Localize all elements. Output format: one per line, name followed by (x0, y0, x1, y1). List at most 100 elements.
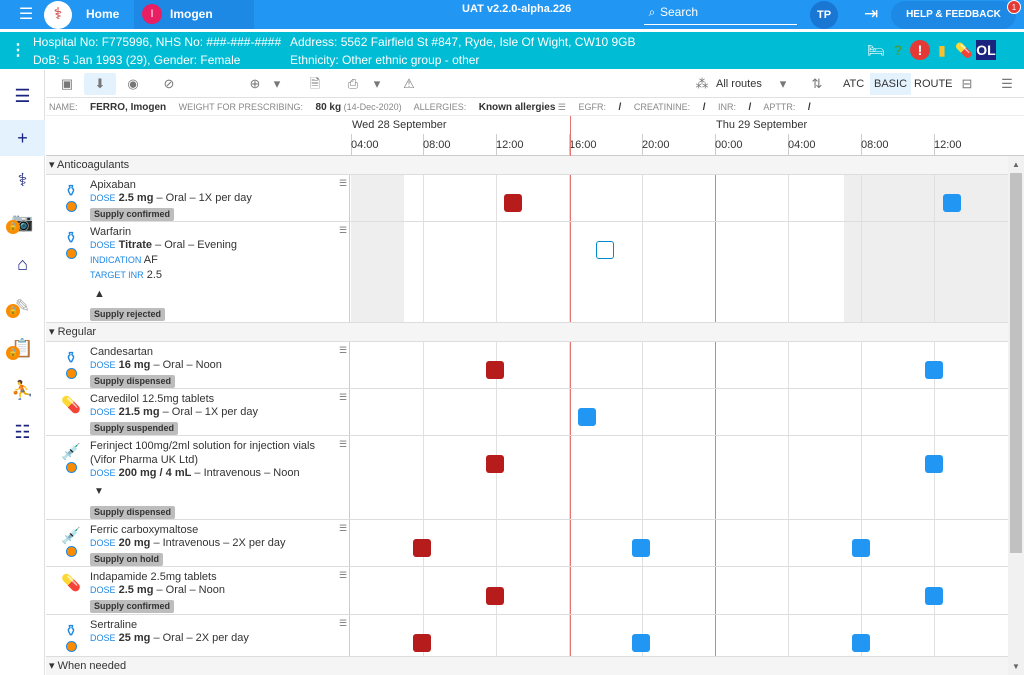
row-menu-icon[interactable]: ☰ (339, 392, 348, 402)
sort-icon[interactable]: ⇅ (811, 76, 823, 91)
due-dose-marker[interactable] (852, 634, 870, 652)
app-logo-icon[interactable]: ⚕ (44, 1, 72, 29)
due-dose-marker[interactable] (632, 539, 650, 557)
due-dose-marker[interactable] (632, 634, 650, 652)
lock-icon: 🔒 (6, 346, 20, 360)
stethoscope-icon[interactable]: ⚕ (17, 170, 28, 190)
route-text: – Oral – 1X per day (156, 192, 252, 204)
medication-row[interactable]: 💊 Carvedilol 12.5mg tablets DOSE 21.5 mg… (46, 389, 1008, 436)
battery-icon[interactable]: ▮ (938, 42, 946, 58)
row-menu-icon[interactable]: ☰ (339, 178, 348, 188)
missed-dose-marker[interactable] (486, 455, 504, 473)
group-header[interactable]: ▾ When needed (46, 657, 1008, 675)
due-dose-marker[interactable] (943, 194, 961, 212)
home-link[interactable]: Home (86, 7, 120, 21)
ol-badge[interactable]: OL (976, 40, 996, 60)
chevron-down-icon[interactable]: ▾ (273, 76, 281, 91)
more-vert-icon[interactable]: ⋮ (10, 42, 26, 59)
grid-line (861, 222, 862, 322)
unscheduled-dose-marker[interactable] (596, 241, 614, 259)
bed-icon[interactable]: 🛏 (867, 42, 885, 58)
medication-name: Candesartan (90, 346, 153, 358)
allergies-value[interactable]: Known allergies (478, 102, 556, 113)
medication-row[interactable]: 💊 Indapamide 2.5mg tablets DOSE 2.5 mg –… (46, 567, 1008, 615)
group-header[interactable]: ▾ Anticoagulants (46, 156, 1008, 175)
medication-row[interactable]: ⚱ Warfarin DOSE Titrate – Oral – Evening… (46, 222, 1008, 323)
patient-dob: DoB: 5 Jan 1993 (29), Gender: Female (33, 53, 241, 67)
compass-icon[interactable]: ⊘ (163, 76, 175, 91)
row-menu-icon[interactable]: ☰ (339, 439, 348, 449)
scroll-down-icon[interactable]: ▼ (1012, 662, 1020, 671)
route-toggle[interactable]: ROUTE (914, 78, 953, 90)
due-dose-marker[interactable] (925, 455, 943, 473)
day-divider (715, 389, 716, 435)
scrollbar-thumb[interactable] (1010, 173, 1022, 553)
warning-triangle-icon[interactable]: ▲ (94, 288, 105, 300)
question-icon[interactable]: ? (893, 42, 903, 58)
supply-status-badge: Supply dispensed (90, 506, 176, 519)
row-menu-icon[interactable]: ☰ (339, 523, 348, 533)
scroll-up-icon[interactable]: ▲ (1012, 160, 1020, 169)
missed-dose-marker[interactable] (486, 361, 504, 379)
chart-view-icon[interactable]: ▣ (60, 76, 74, 91)
missed-dose-marker[interactable] (413, 539, 431, 557)
checklist-icon[interactable]: ☷ (14, 422, 31, 442)
row-menu-icon[interactable]: ☰ (339, 345, 348, 355)
due-dose-marker[interactable] (852, 539, 870, 557)
missed-dose-marker[interactable] (413, 634, 431, 652)
atc-toggle[interactable]: ATC (843, 78, 865, 90)
vertical-scrollbar[interactable]: ▲ ▼ (1008, 156, 1024, 675)
allergies-menu-icon[interactable]: ☰ (557, 102, 566, 112)
add-medication-icon[interactable]: ⊕ (249, 76, 261, 91)
eye-icon[interactable]: ◉ (127, 76, 139, 91)
medication-row[interactable]: ⚱ Sertraline DOSE 25 mg – Oral – 2X per … (46, 615, 1008, 657)
medication-row[interactable]: 💉 Ferinject 100mg/2ml solution for injec… (46, 436, 1008, 520)
medication-row[interactable]: 💉 Ferric carboxymaltose DOSE 20 mg – Int… (46, 520, 1008, 567)
routes-select[interactable]: All routes (716, 78, 762, 90)
hour-divider (642, 134, 643, 156)
grid-line (642, 389, 643, 435)
chevron-down-icon[interactable]: ▾ (779, 76, 787, 91)
chevron-down-icon[interactable]: ▾ (373, 76, 381, 91)
grid-line (788, 342, 789, 388)
hamburger-menu-icon[interactable]: ☰ (18, 6, 34, 23)
row-menu-icon[interactable]: ☰ (339, 570, 348, 580)
basic-toggle[interactable]: BASIC (870, 73, 912, 95)
list-icon[interactable]: ☰ (14, 86, 31, 106)
administer-icon[interactable]: ⬇ (84, 73, 116, 95)
due-dose-marker[interactable] (925, 587, 943, 605)
due-dose-marker[interactable] (578, 408, 596, 426)
logout-icon[interactable]: ⇥ (864, 4, 879, 23)
top-bar: ☰ ⚕ Home I Imogen FERRO UAT v2.2.0-alpha… (0, 0, 1024, 50)
missed-dose-marker[interactable] (486, 587, 504, 605)
user-avatar[interactable]: TP (810, 1, 838, 29)
expand-caret-icon[interactable]: ▼ (94, 486, 104, 497)
medication-row[interactable]: ⚱ Apixaban DOSE 2.5 mg – Oral – 1X per d… (46, 175, 1008, 222)
warning-icon[interactable]: ⚠ (403, 76, 415, 91)
medication-row[interactable]: ⚱ Candesartan DOSE 16 mg – Oral – Noon S… (46, 342, 1008, 389)
medication-details: ⚱ Apixaban DOSE 2.5 mg – Oral – 1X per d… (46, 175, 350, 221)
home-health-icon[interactable]: ⌂ (17, 254, 28, 274)
filter-icon[interactable]: ⊟ (961, 76, 973, 91)
dose-line: DOSE 20 mg – Intravenous – 2X per day (90, 537, 286, 549)
patient-tab[interactable]: I Imogen FERRO (134, 0, 254, 50)
grid-line (569, 436, 570, 519)
group-header[interactable]: ▾ Regular (46, 323, 1008, 342)
discharge-icon[interactable]: ⛹ (11, 380, 34, 400)
add-icon[interactable]: + (0, 120, 45, 156)
alert-icon[interactable]: ! (910, 40, 930, 60)
search-field[interactable]: ⌕ Search (644, 3, 797, 25)
missed-dose-marker[interactable] (504, 194, 522, 212)
pill-icon[interactable]: 💊 (955, 42, 973, 58)
grid-line (423, 436, 424, 519)
row-menu-icon[interactable]: ☰ (339, 618, 348, 628)
menu-icon[interactable]: ☰ (1001, 76, 1013, 91)
row-menu-icon[interactable]: ☰ (339, 225, 348, 235)
due-dose-marker[interactable] (925, 361, 943, 379)
grid-line (642, 222, 643, 322)
print-icon[interactable]: ⎙ (347, 76, 359, 91)
grid-line (642, 175, 643, 221)
document-icon[interactable]: 🗎 (309, 76, 321, 91)
help-feedback-button[interactable]: HELP & FEEDBACK (891, 1, 1016, 29)
night-shade (351, 222, 404, 322)
